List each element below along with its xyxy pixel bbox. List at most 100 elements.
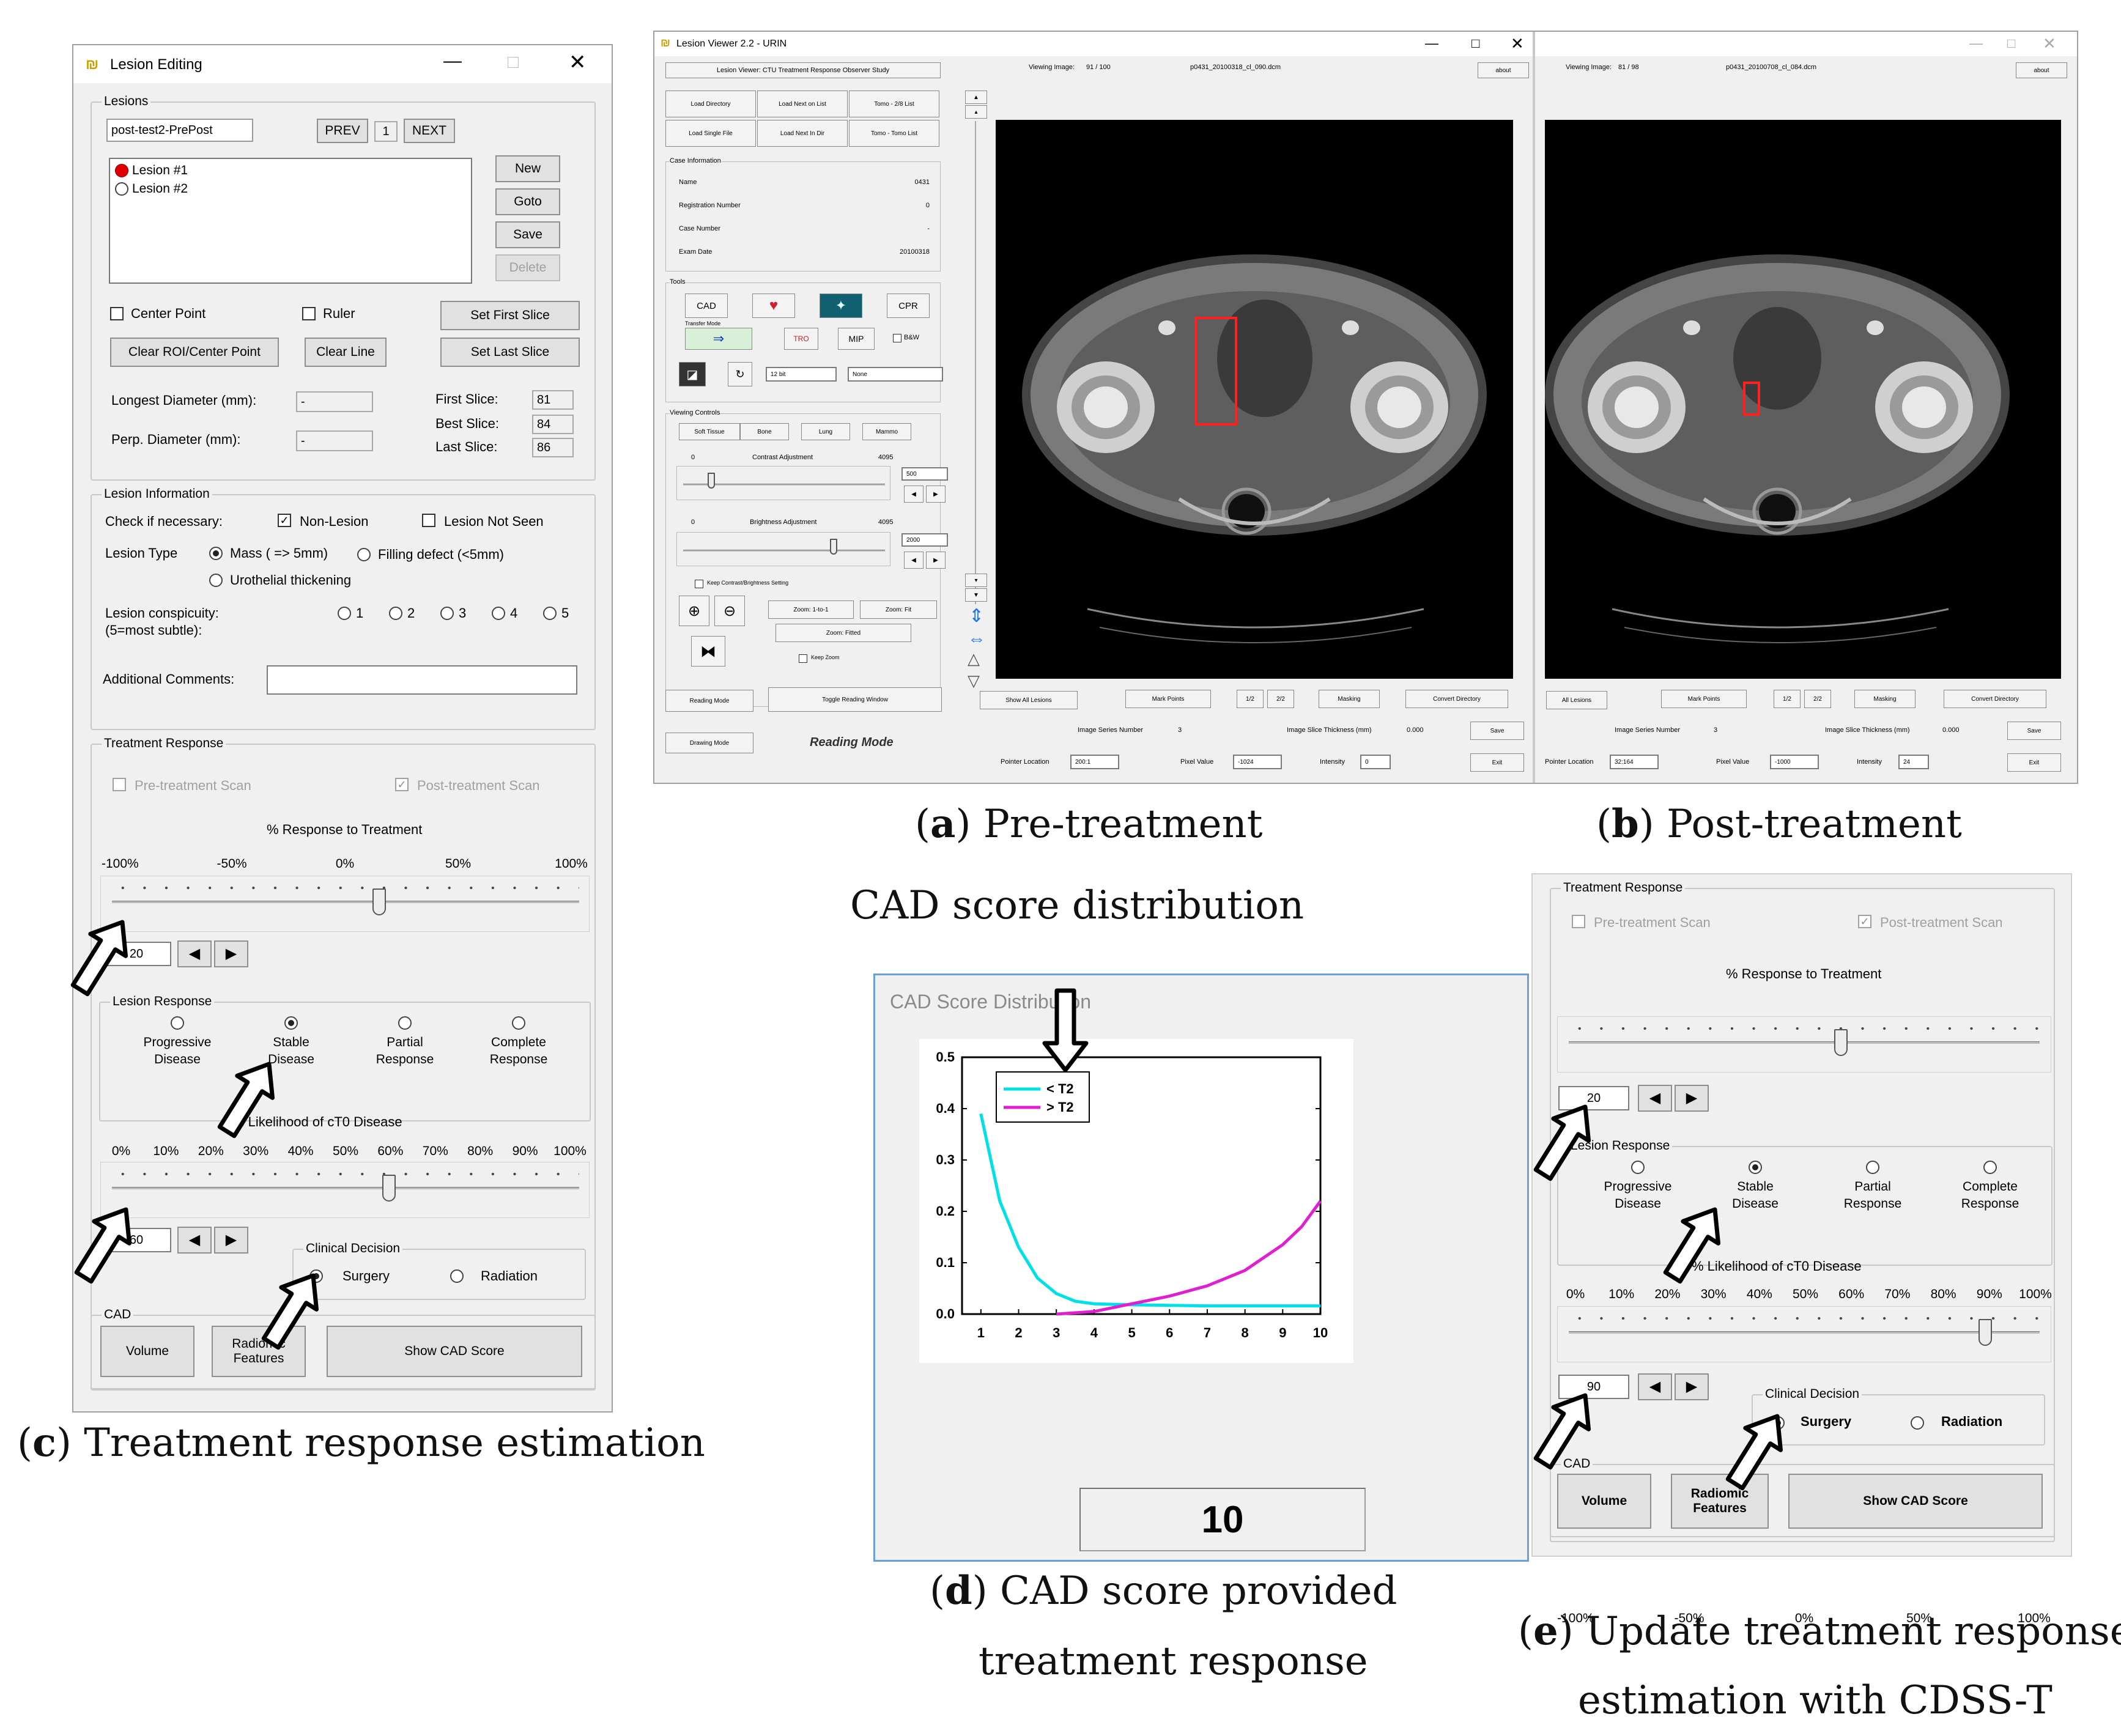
masking-button-a[interactable]: Masking: [1319, 690, 1380, 708]
toggle-reading-window-button[interactable]: Toggle Reading Window: [768, 687, 942, 712]
cpr-tool-button[interactable]: CPR: [887, 294, 930, 318]
e-likelihood-value-field[interactable]: 90: [1558, 1375, 1629, 1399]
lesion-not-seen-checkbox[interactable]: [422, 514, 435, 527]
save-button-b[interactable]: Save: [2007, 722, 2061, 740]
reading-mode-button[interactable]: Reading Mode: [665, 690, 753, 712]
contrast-value[interactable]: 500: [901, 467, 948, 481]
preset-button-2[interactable]: Lung: [801, 423, 850, 440]
e-response-value-field[interactable]: 20: [1558, 1086, 1629, 1110]
zoom-fit-button[interactable]: Zoom: Fit: [860, 600, 937, 619]
brightness-dec[interactable]: ◀: [904, 552, 924, 569]
all-lesions-button-b[interactable]: All Lesions: [1546, 691, 1607, 709]
contrast-inc[interactable]: ▶: [926, 486, 946, 503]
viewer2-maximize-icon[interactable]: □: [2007, 35, 2016, 51]
triangle-down-icon[interactable]: ▽: [968, 671, 980, 690]
scroll-down-icon[interactable]: ▾: [965, 574, 987, 587]
drawing-mode-button[interactable]: Drawing Mode: [665, 733, 753, 753]
contrast-icon-button[interactable]: ◪: [679, 362, 706, 386]
clear-line-button[interactable]: Clear Line: [305, 338, 387, 367]
brightness-slider[interactable]: [676, 532, 890, 566]
load-button-3[interactable]: Load Single File: [665, 120, 756, 147]
volume-button[interactable]: Volume: [100, 1326, 194, 1377]
preset-button-3[interactable]: Mammo: [862, 423, 911, 440]
center-point-checkbox[interactable]: [110, 307, 124, 320]
new-button[interactable]: New: [495, 155, 560, 182]
e-response-decrease-button[interactable]: ◀: [1638, 1085, 1672, 1112]
exit-button-b[interactable]: Exit: [2007, 753, 2061, 772]
keep-zoom-checkbox[interactable]: [799, 654, 807, 663]
response-decrease-button[interactable]: ◀: [177, 940, 212, 967]
lesion-list-item-2[interactable]: Lesion #2: [115, 180, 298, 197]
horizontal-arrow-icon[interactable]: ⇔: [968, 629, 986, 649]
roi-box-post[interactable]: [1743, 382, 1760, 416]
tro-tool-button[interactable]: TRO: [784, 328, 818, 350]
cad-tool-button[interactable]: CAD: [685, 294, 728, 318]
viewer2-minimize-icon[interactable]: —: [1969, 35, 1983, 51]
e-likelihood-decrease-button[interactable]: ◀: [1638, 1373, 1672, 1400]
lesion-list[interactable]: Lesion #1 Lesion #2: [109, 158, 472, 284]
zoom-1to1-button[interactable]: Zoom: 1-to-1: [768, 600, 854, 619]
convert-directory-button-a[interactable]: Convert Directory: [1405, 690, 1508, 708]
e-response-increase-button[interactable]: ▶: [1675, 1085, 1709, 1112]
heart-tool-button[interactable]: ♥: [752, 294, 795, 318]
load-button-2[interactable]: Tomo - 2/8 List: [849, 90, 939, 117]
convert-directory-button-b[interactable]: Convert Directory: [1944, 690, 2046, 708]
zoom-out-icon[interactable]: ⊖: [714, 596, 745, 626]
save-button-a[interactable]: Save: [1470, 722, 1524, 740]
goto-button[interactable]: Goto: [495, 188, 560, 215]
viewer-minimize-icon[interactable]: —: [1425, 35, 1438, 51]
viewer-maximize-icon[interactable]: □: [1471, 35, 1480, 51]
show-all-lesions-button[interactable]: Show All Lesions: [980, 691, 1078, 709]
delete-button[interactable]: Delete: [495, 254, 560, 281]
conspicuity-radio-3[interactable]: [440, 607, 454, 620]
set-last-slice-button[interactable]: Set Last Slice: [440, 338, 580, 367]
mark-points-button-a[interactable]: Mark Points: [1125, 690, 1211, 708]
prev-button[interactable]: PREV: [317, 119, 368, 143]
two-half-button-a[interactable]: 2/2: [1267, 690, 1294, 708]
triangle-up-icon[interactable]: △: [968, 649, 980, 668]
exit-button-a[interactable]: Exit: [1470, 753, 1524, 772]
likelihood-slider[interactable]: [100, 1162, 590, 1218]
lesion-response-radio-1[interactable]: [284, 1016, 298, 1030]
load-button-5[interactable]: Tomo - Tomo List: [849, 120, 939, 147]
lesion-name-field[interactable]: post-test2-PrePost: [106, 119, 253, 142]
about-button-b[interactable]: about: [2016, 62, 2067, 78]
non-lesion-checkbox[interactable]: ✓: [278, 514, 291, 527]
response-increase-button[interactable]: ▶: [214, 940, 248, 967]
set-first-slice-button[interactable]: Set First Slice: [440, 301, 580, 330]
preset-button-0[interactable]: Soft Tissue: [679, 423, 740, 440]
filling-defect-radio[interactable]: [357, 548, 371, 561]
e-likelihood-slider[interactable]: [1557, 1306, 2051, 1362]
urothelial-radio[interactable]: [209, 574, 223, 587]
viewer-close-icon[interactable]: ✕: [1511, 34, 1524, 53]
flip-icon[interactable]: ⧓: [691, 636, 725, 667]
conspicuity-radio-2[interactable]: [389, 607, 402, 620]
two-half-button-b[interactable]: 2/2: [1804, 690, 1831, 708]
contrast-slider[interactable]: [676, 466, 890, 500]
e-response-slider-thumb[interactable]: [1834, 1029, 1848, 1056]
e-likelihood-slider-thumb[interactable]: [1978, 1319, 1992, 1346]
mass-radio[interactable]: [209, 547, 223, 560]
clear-roi-button[interactable]: Clear ROI/Center Point: [110, 338, 279, 367]
show-cad-score-button[interactable]: Show CAD Score: [327, 1326, 582, 1377]
e-radiation-radio[interactable]: [1911, 1416, 1924, 1430]
maximize-icon[interactable]: □: [508, 52, 519, 72]
conspicuity-radio-4[interactable]: [492, 607, 505, 620]
zoom-in-icon[interactable]: ⊕: [679, 596, 709, 626]
e-likelihood-increase-button[interactable]: ▶: [1675, 1373, 1709, 1400]
filter-select[interactable]: None: [848, 367, 943, 382]
response-slider[interactable]: [100, 876, 590, 932]
save-button[interactable]: Save: [495, 221, 560, 248]
e-lesion-response-radio-0[interactable]: [1631, 1161, 1645, 1174]
likelihood-slider-thumb[interactable]: [382, 1175, 396, 1202]
ruler-checkbox[interactable]: [302, 307, 316, 320]
e-response-slider[interactable]: [1557, 1016, 2051, 1073]
minimize-icon[interactable]: —: [443, 51, 462, 71]
e-show-cad-score-button[interactable]: Show CAD Score: [1788, 1474, 2043, 1529]
about-button-a[interactable]: about: [1478, 62, 1529, 78]
ct-image-post[interactable]: [1545, 120, 2061, 679]
scroll-down-double-icon[interactable]: ▼: [965, 588, 987, 602]
likelihood-increase-button[interactable]: ▶: [214, 1227, 248, 1254]
load-button-0[interactable]: Load Directory: [665, 90, 756, 117]
mark-points-button-b[interactable]: Mark Points: [1661, 690, 1747, 708]
